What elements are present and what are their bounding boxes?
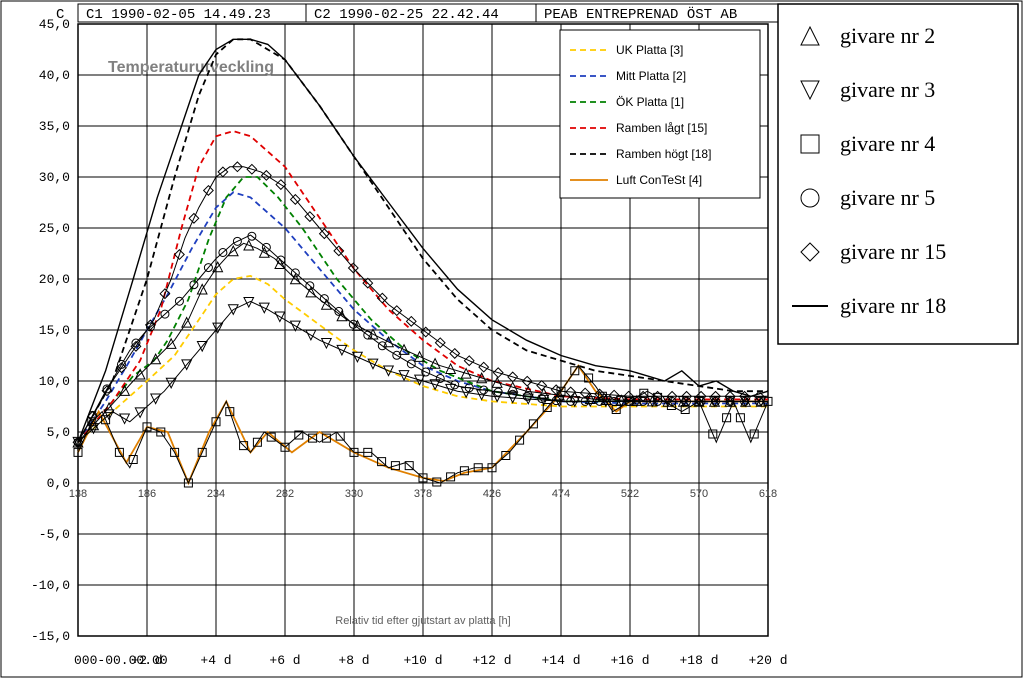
ytick: -10,0 (31, 578, 70, 593)
ytick: 10,0 (39, 374, 70, 389)
legend-marker-label: givare nr 18 (840, 293, 946, 318)
xday-tick: +4 d (200, 653, 231, 668)
ytick: 35,0 (39, 119, 70, 134)
ytick: 45,0 (39, 17, 70, 32)
xhour-tick: 186 (138, 488, 156, 500)
xday-tick: +12 d (472, 653, 511, 668)
header-c2: C2 1990-02-25 22.42.44 (314, 7, 499, 23)
ytick: -5,0 (39, 527, 70, 542)
xday-tick: +18 d (679, 653, 718, 668)
xday-tick: +8 d (338, 653, 369, 668)
legend-dashed: UK Platta [3] Mitt Platta [2] ÖK Platta [1… (560, 30, 760, 198)
legend-dashed-label: Mitt Platta [2] (616, 69, 686, 83)
xhour-tick: 282 (276, 488, 294, 500)
xhour-tick: 138 (69, 488, 87, 500)
legend-dashed-label: Ramben högt [18] (616, 147, 711, 161)
ytick: 0,0 (47, 476, 70, 491)
xhour-tick: 378 (414, 488, 432, 500)
xday-tick: +2 d (131, 653, 162, 668)
xhour-tick: 426 (483, 488, 501, 500)
legend-marker-label: givare nr 15 (840, 239, 946, 264)
ytick: -15,0 (31, 629, 70, 644)
legend-marker-label: givare nr 3 (840, 77, 935, 102)
ytick: 30,0 (39, 170, 70, 185)
legend-dashed-label: Ramben lågt [15] (616, 121, 707, 135)
xhour-tick: 474 (552, 488, 570, 500)
legend-marker-label: givare nr 4 (840, 131, 935, 156)
chart-title: Temperaturutveckling (108, 59, 274, 76)
ytick: 5,0 (47, 425, 70, 440)
header-c1: C1 1990-02-05 14.49.23 (86, 7, 271, 23)
ytick: 15,0 (39, 323, 70, 338)
xhour-tick: 618 (759, 488, 777, 500)
legend-dashed-label: ÖK Platta [1] (616, 95, 684, 109)
subtitle: Relativ tid efter gjutstart av platta [h… (335, 615, 510, 627)
legend-marker-label: givare nr 5 (840, 185, 935, 210)
xhour-tick: 330 (345, 488, 363, 500)
legend-dashed-label: Luft ConTeSt [4] (616, 173, 702, 187)
xday-tick: +10 d (403, 653, 442, 668)
legend-markers: givare nr 2 givare nr 3 givare nr 4 givare … (778, 4, 1018, 344)
legend-dashed-label: UK Platta [3] (616, 43, 683, 57)
ytick: 25,0 (39, 221, 70, 236)
xhour-tick: 522 (621, 488, 639, 500)
xday-tick: +14 d (541, 653, 580, 668)
ytick: 20,0 (39, 272, 70, 287)
xday-tick: +20 d (748, 653, 787, 668)
legend-marker-label: givare nr 2 (840, 23, 935, 48)
xhour-tick: 234 (207, 488, 225, 500)
xday-tick: +6 d (269, 653, 300, 668)
ytick: 40,0 (39, 68, 70, 83)
xhour-tick: 570 (690, 488, 708, 500)
xday-tick: +16 d (610, 653, 649, 668)
header-right: PEAB ENTREPRENAD ÖST AB (544, 5, 737, 23)
